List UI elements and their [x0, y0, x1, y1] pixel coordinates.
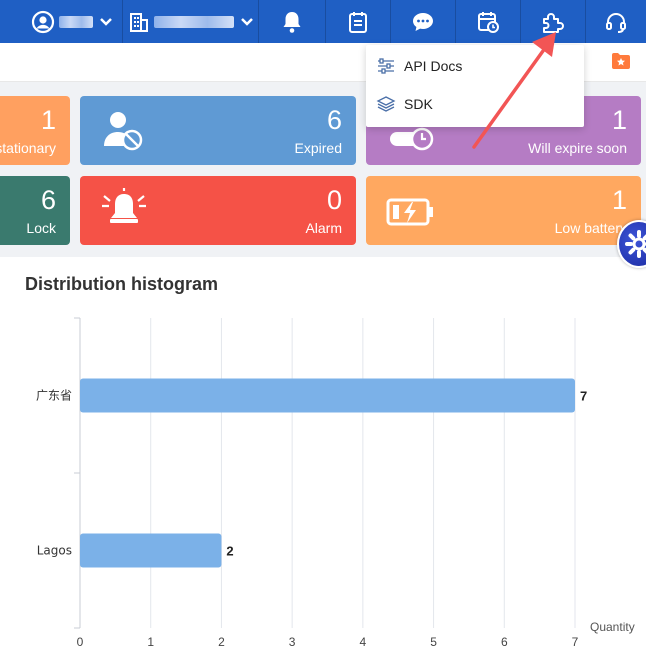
x-tick-label: 2 — [218, 635, 225, 649]
chevron-down-icon — [241, 17, 253, 26]
stat-label: Low battery — [554, 220, 627, 236]
chart-panel — [0, 257, 646, 653]
stat-card-lock[interactable]: 6 Lock — [0, 176, 70, 245]
gear-icon — [625, 230, 646, 258]
calendar-icon — [478, 11, 499, 33]
stat-label: Will expire soon — [528, 140, 627, 156]
y-category-label: 广东省 — [36, 389, 72, 403]
stat-value: 1 — [40, 105, 56, 135]
distribution-histogram: 0 1 2 3 4 5 6 7 广东省 7 Lagos 2 Quantity — [36, 317, 635, 649]
developer-plugin-button[interactable] — [521, 0, 585, 43]
stat-value: 0 — [326, 185, 342, 215]
plugin-icon — [543, 12, 564, 33]
x-tick-label: 3 — [289, 635, 296, 649]
stat-card-stationary[interactable]: 1 stationary — [0, 96, 70, 165]
stat-label: Alarm — [305, 220, 342, 236]
headset-icon — [606, 12, 626, 33]
x-tick-label: 1 — [147, 635, 154, 649]
support-button[interactable] — [586, 0, 646, 43]
stat-card-expired[interactable]: 6 Expired — [80, 96, 356, 165]
user-icon — [31, 10, 55, 33]
stat-value: 6 — [326, 105, 342, 135]
x-tick-label: 6 — [501, 635, 508, 649]
top-nav-bar — [0, 0, 646, 43]
menu-item-sdk[interactable]: SDK — [366, 86, 584, 122]
layers-icon — [376, 96, 396, 112]
bar — [80, 378, 575, 413]
settings-float-button[interactable] — [617, 220, 646, 268]
alarm-bell-icon — [102, 188, 146, 223]
user-blocked-icon — [104, 112, 143, 151]
bar — [80, 533, 222, 568]
x-tick-label: 5 — [430, 635, 437, 649]
chat-icon — [413, 12, 433, 31]
stat-card-alarm[interactable]: 0 Alarm — [80, 176, 356, 245]
stat-value: 1 — [611, 105, 627, 135]
menu-item-label: SDK — [404, 96, 433, 112]
notes-button[interactable] — [326, 0, 390, 43]
schedule-button[interactable] — [456, 0, 520, 43]
stat-value: 6 — [40, 185, 56, 215]
stat-label: stationary — [0, 140, 56, 156]
stat-card-low-battery[interactable]: 1 Low battery — [366, 176, 641, 245]
stat-value: 1 — [611, 185, 627, 215]
x-axis-unit-label: Quantity — [590, 620, 635, 634]
sliders-icon — [378, 58, 394, 74]
chevron-down-icon — [100, 17, 112, 26]
bar-value-label: 2 — [226, 544, 233, 559]
battery-charging-icon — [386, 198, 433, 226]
x-tick-label: 4 — [360, 635, 367, 649]
menu-item-api-docs[interactable]: API Docs — [366, 48, 584, 84]
x-tick-label: 7 — [572, 635, 579, 649]
y-category-label: Lagos — [37, 544, 72, 558]
stat-label: Expired — [294, 140, 342, 156]
notes-icon — [349, 11, 367, 33]
building-icon — [130, 12, 148, 32]
organization-menu[interactable] — [124, 0, 258, 43]
menu-item-label: API Docs — [404, 58, 463, 74]
bell-icon — [283, 11, 301, 33]
developer-dropdown-menu: API Docs SDK — [366, 45, 584, 127]
notifications-button[interactable] — [259, 0, 325, 43]
x-tick-label: 0 — [77, 635, 84, 649]
account-menu[interactable] — [22, 0, 122, 43]
card-clock-icon — [390, 127, 434, 151]
messages-button[interactable] — [391, 0, 455, 43]
account-name — [59, 15, 93, 28]
chart-title: Distribution histogram — [25, 274, 218, 294]
stat-label: Lock — [26, 220, 56, 236]
bar-value-label: 7 — [580, 389, 587, 404]
favorites-folder-icon[interactable] — [611, 52, 631, 70]
organization-name — [154, 15, 234, 28]
